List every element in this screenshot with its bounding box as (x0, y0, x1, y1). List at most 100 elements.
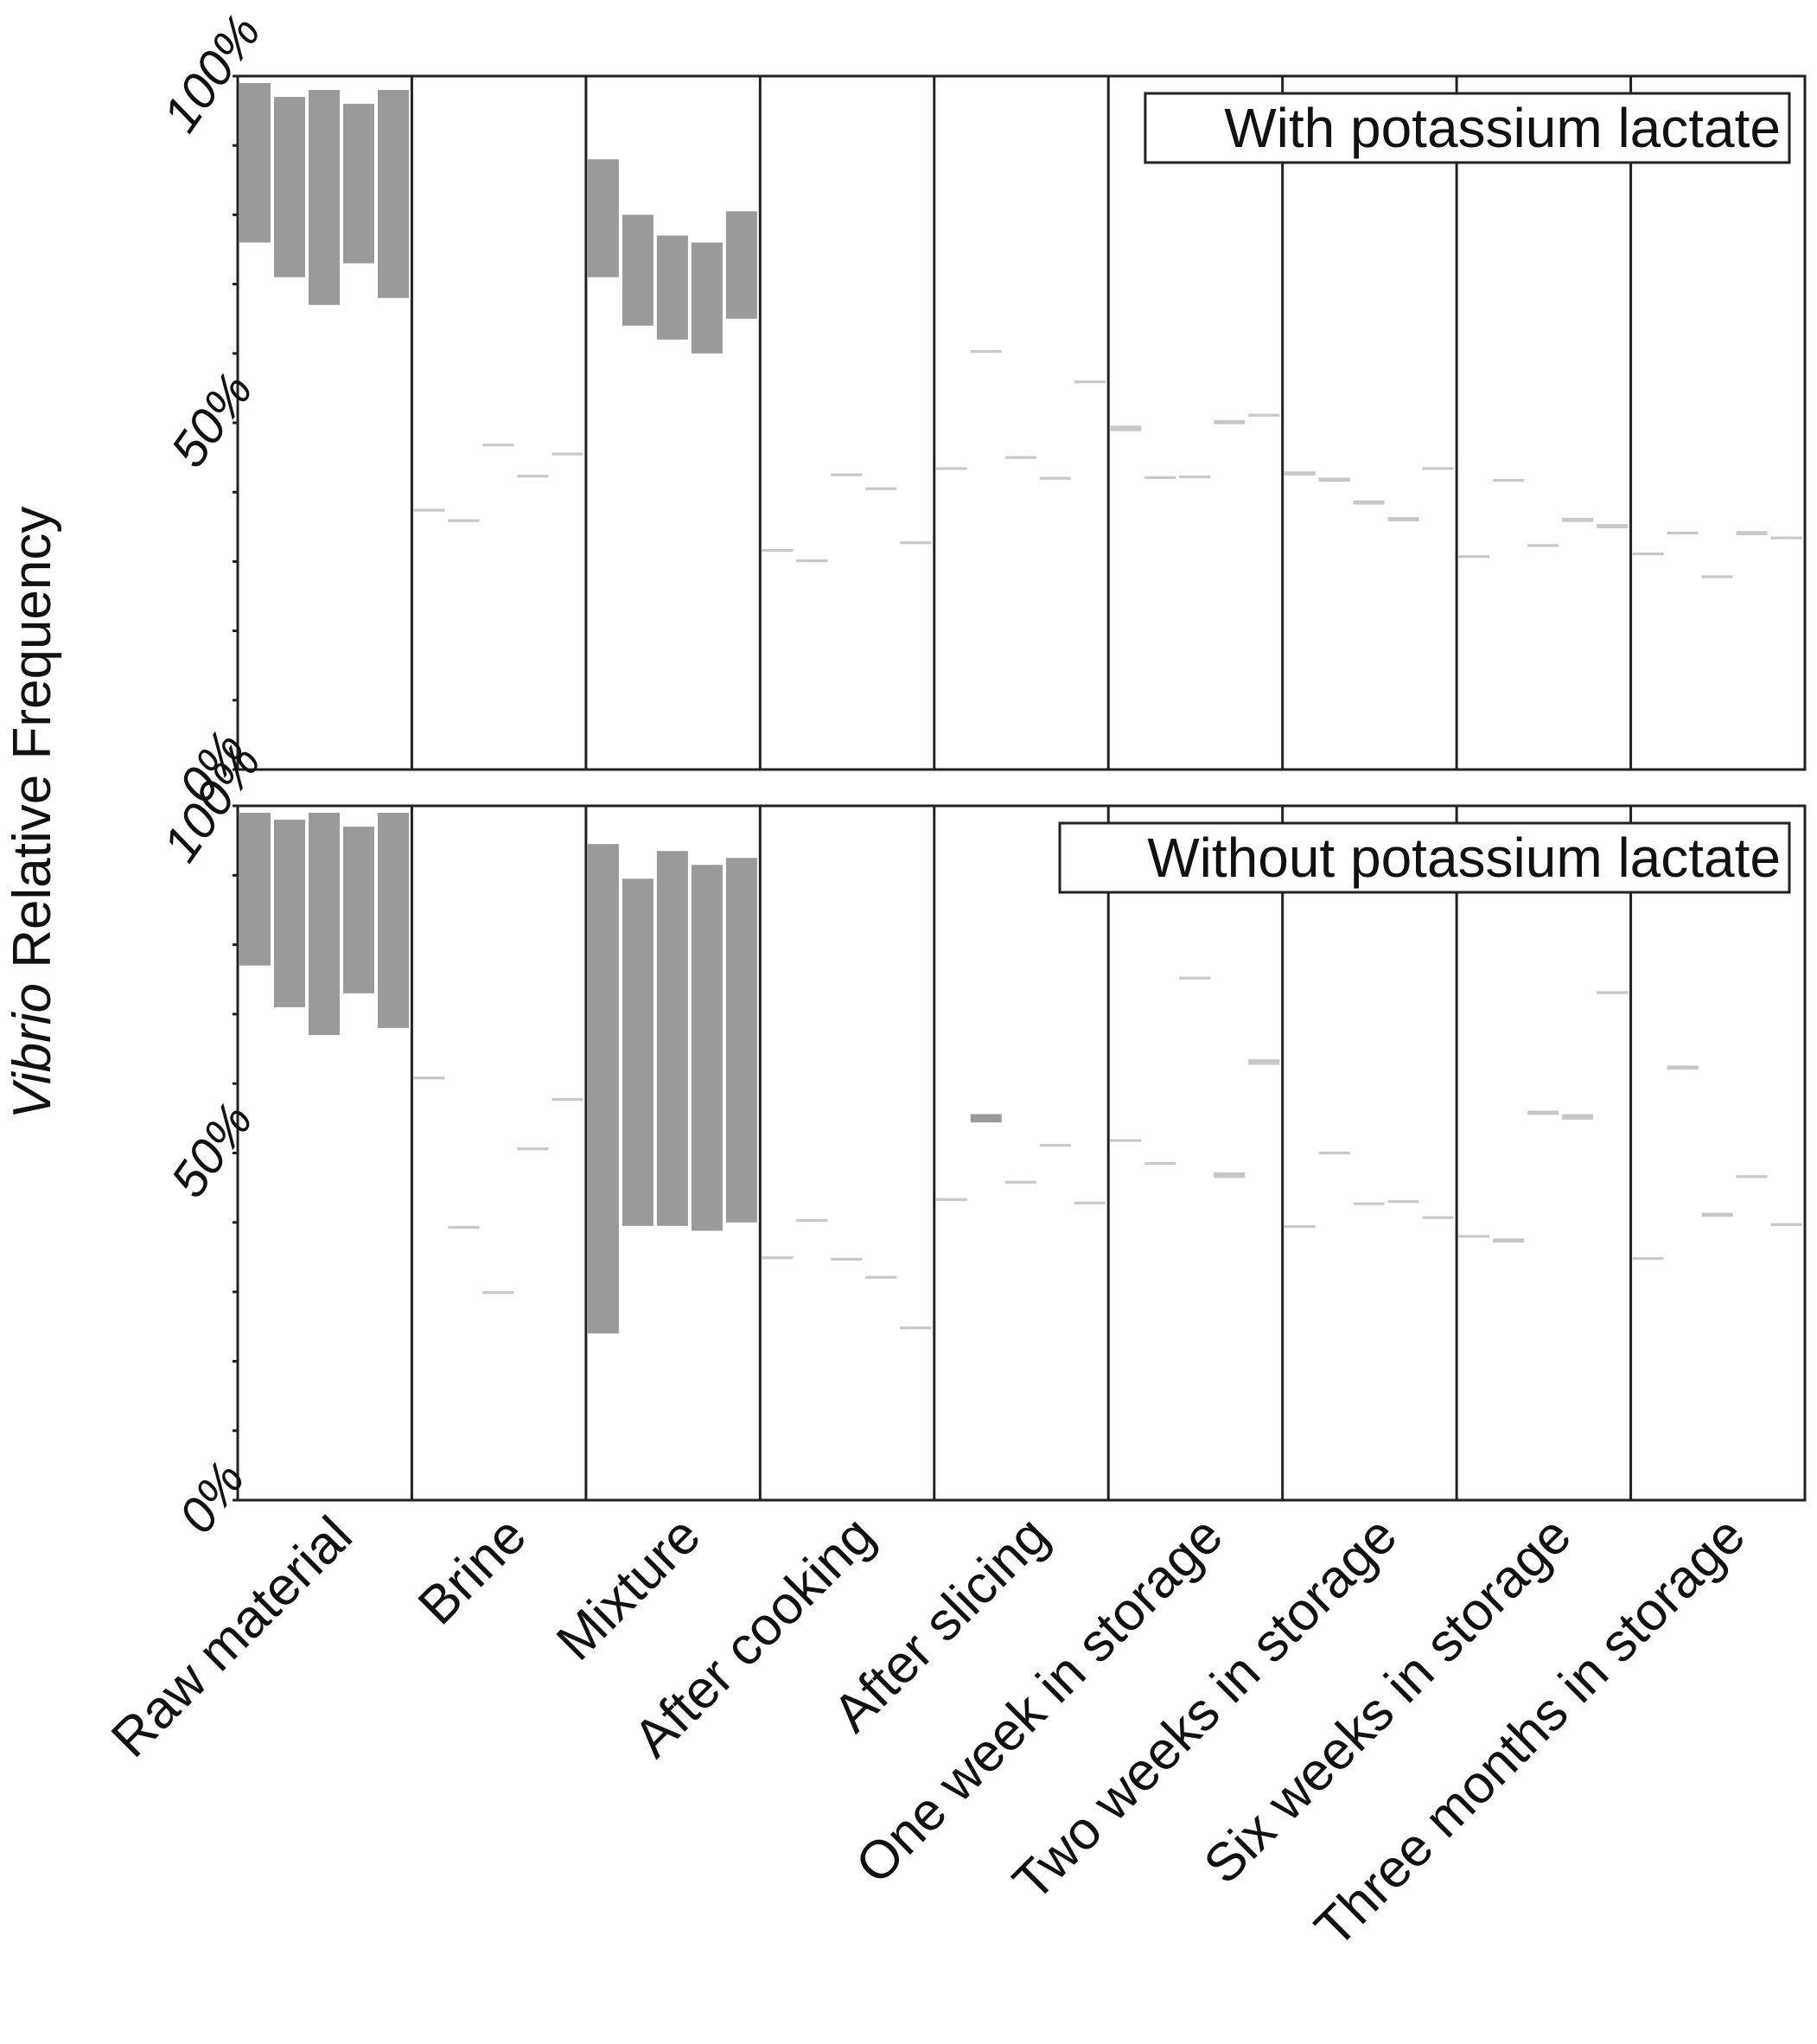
bar (239, 813, 271, 966)
bar (970, 1114, 1002, 1123)
y-axis-label-rest: Relative Frequency (3, 507, 62, 983)
bar (1039, 1144, 1071, 1147)
panel-label: Without potassium lactate (1147, 827, 1781, 889)
bar (448, 1225, 480, 1230)
bar (1458, 1235, 1490, 1238)
bar (935, 467, 967, 470)
y-axis-label: Vibrio Relative Frequency (3, 507, 62, 1120)
bar (413, 508, 445, 512)
bar (517, 475, 549, 478)
bar (1597, 524, 1629, 528)
panel-2: 0%50%100% Without potassium lactate (152, 734, 1807, 1543)
panel-label: With potassium lactate (1224, 97, 1781, 159)
bar (1701, 575, 1733, 578)
bar (551, 452, 583, 456)
panel-label-box (1058, 821, 1791, 894)
bar (482, 1291, 514, 1294)
bar (1353, 500, 1385, 505)
bar (796, 559, 828, 563)
bar (1144, 1161, 1176, 1166)
bar (1318, 477, 1350, 482)
bar (1318, 1151, 1350, 1155)
bar (656, 851, 688, 1226)
bar (691, 242, 723, 354)
bar (587, 159, 619, 278)
x-tick-label: Brine (407, 1505, 538, 1636)
bar (762, 1256, 794, 1260)
bar (1144, 476, 1176, 479)
bar (1004, 1180, 1036, 1184)
bar (1353, 1202, 1385, 1205)
bar (900, 1326, 932, 1330)
x-tick-label: Raw material (100, 1505, 364, 1769)
bar (1179, 976, 1211, 980)
bar (762, 548, 794, 553)
bar (1562, 1114, 1594, 1120)
panel-label-box (1144, 92, 1791, 164)
bar (1110, 425, 1142, 431)
bar (1248, 413, 1280, 417)
panel-frame (236, 804, 1807, 1502)
bar (274, 820, 305, 1007)
bar (1074, 380, 1106, 384)
bar (378, 90, 409, 298)
bar (551, 1098, 583, 1102)
bar (900, 541, 932, 545)
bar (1632, 1256, 1664, 1261)
bar (1736, 531, 1768, 535)
bar (1387, 517, 1419, 521)
bar (865, 1275, 897, 1279)
bar (1422, 1216, 1454, 1219)
bar (1736, 1175, 1768, 1178)
bar (343, 104, 374, 264)
bar (691, 865, 723, 1231)
y-axis-label-italic: Vibrio (3, 983, 62, 1119)
x-tick-label: Mixture (545, 1505, 712, 1672)
bar (1284, 471, 1316, 476)
bar (935, 1198, 967, 1201)
panels-layer: 0%50%100% With potassium lactate0%50%100%… (152, 4, 1807, 1543)
bar (1458, 555, 1490, 559)
bar (725, 211, 757, 319)
bar (1770, 536, 1802, 540)
bar (1701, 1212, 1733, 1217)
bar (622, 878, 653, 1226)
bar (1214, 419, 1246, 425)
bar (831, 1257, 863, 1261)
bar (1597, 991, 1629, 994)
bar (587, 844, 619, 1334)
bar (725, 858, 757, 1223)
bar (343, 827, 374, 993)
bar (970, 349, 1002, 353)
bar (1493, 1238, 1525, 1243)
bar (482, 444, 514, 447)
bar (274, 97, 305, 278)
bar (239, 83, 271, 243)
bar (1422, 467, 1454, 470)
bar (1179, 475, 1211, 479)
panel-frame (236, 74, 1807, 771)
bar (309, 813, 340, 1035)
bar (1074, 1201, 1106, 1204)
bar (1248, 1059, 1280, 1065)
bar (1284, 1225, 1316, 1229)
bar (448, 519, 480, 522)
bar (1667, 531, 1699, 535)
bar (656, 235, 688, 340)
bar (1770, 1223, 1802, 1226)
bar (831, 473, 863, 476)
bar (1493, 478, 1525, 482)
bar (622, 214, 653, 326)
bar (1632, 552, 1664, 556)
bar (309, 90, 340, 305)
bar (1387, 1200, 1419, 1204)
bar (517, 1147, 549, 1151)
bar (1039, 476, 1071, 480)
bar (865, 487, 897, 490)
bar (1667, 1065, 1699, 1070)
bar (796, 1218, 828, 1222)
bar (1004, 456, 1036, 459)
bar (1562, 517, 1594, 522)
